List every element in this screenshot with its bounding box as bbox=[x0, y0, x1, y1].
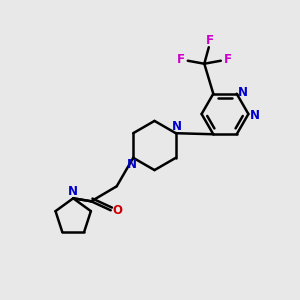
Text: F: F bbox=[206, 34, 214, 47]
Text: N: N bbox=[172, 120, 182, 133]
Text: N: N bbox=[250, 109, 260, 122]
Text: F: F bbox=[177, 53, 185, 66]
Text: N: N bbox=[127, 158, 137, 171]
Text: N: N bbox=[238, 86, 248, 99]
Text: N: N bbox=[68, 185, 78, 198]
Text: O: O bbox=[112, 204, 122, 218]
Text: F: F bbox=[224, 53, 231, 66]
